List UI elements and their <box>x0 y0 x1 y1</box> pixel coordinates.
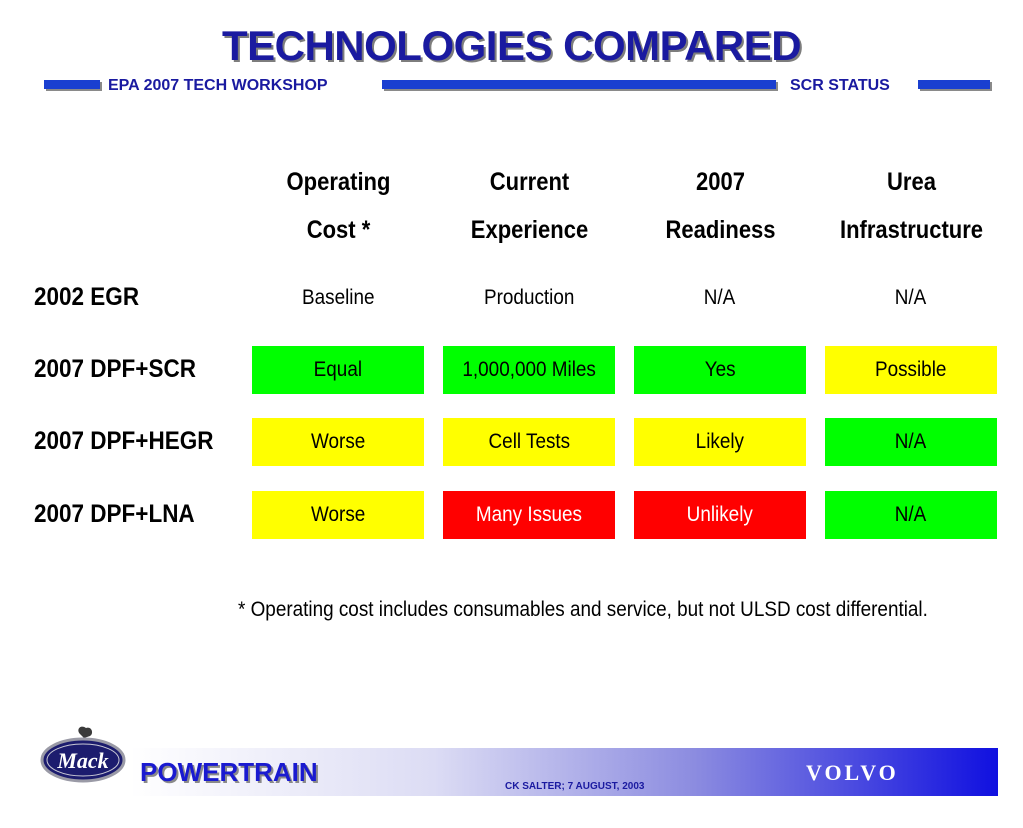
table-cell: Baseline <box>301 286 375 309</box>
row-label-2007-dpf-scr: 2007 DPF+SCR <box>34 355 196 383</box>
table-cell: Worse <box>252 491 424 539</box>
mack-logo-text: Mack <box>56 748 108 773</box>
table-cell: Many Issues <box>443 491 615 539</box>
row-label-2002-egr: 2002 EGR <box>34 283 140 311</box>
column-header-current-experience: Current Experience <box>470 168 589 244</box>
row-label-2007-dpf-hegr: 2007 DPF+HEGR <box>34 427 214 455</box>
table-cell: Cell Tests <box>443 418 615 466</box>
table-cell: N/A <box>704 286 736 309</box>
header-rule-middle <box>382 80 776 89</box>
column-header-2007-readiness: 2007 Readiness <box>665 168 776 244</box>
column-header-urea-infrastructure: Urea Infrastructure <box>839 168 984 244</box>
row-label-2007-dpf-lna: 2007 DPF+LNA <box>34 500 195 528</box>
table-cell: Unlikely <box>634 491 806 539</box>
page-title: TECHNOLOGIES COMPARED <box>221 22 802 69</box>
column-header-operating-cost: Operating Cost * <box>286 168 391 244</box>
table-cell: Likely <box>634 418 806 466</box>
powertrain-brand: POWERTRAIN <box>140 757 318 787</box>
presenter-credit: CK SALTER; 7 AUGUST, 2003 <box>505 781 645 792</box>
table-cell: Possible <box>825 346 997 394</box>
table-cell: Production <box>483 286 575 309</box>
table-cell: Worse <box>252 418 424 466</box>
table-cell: N/A <box>895 286 927 309</box>
volvo-logo: VOLVO <box>806 760 899 785</box>
table-cell: N/A <box>825 491 997 539</box>
table-cell: 1,000,000 Miles <box>443 346 615 394</box>
table-cell: Equal <box>252 346 424 394</box>
table-cell: Yes <box>634 346 806 394</box>
workshop-subtitle: EPA 2007 TECH WORKSHOP <box>108 77 328 94</box>
footer-band <box>130 748 998 796</box>
scr-status-subtitle: SCR STATUS <box>790 77 890 94</box>
header-rule-left <box>44 80 100 89</box>
footnote: * Operating cost includes consumables an… <box>238 598 928 621</box>
mack-logo: Mack <box>40 726 126 783</box>
header-rule-right <box>918 80 990 89</box>
table-cell: N/A <box>825 418 997 466</box>
